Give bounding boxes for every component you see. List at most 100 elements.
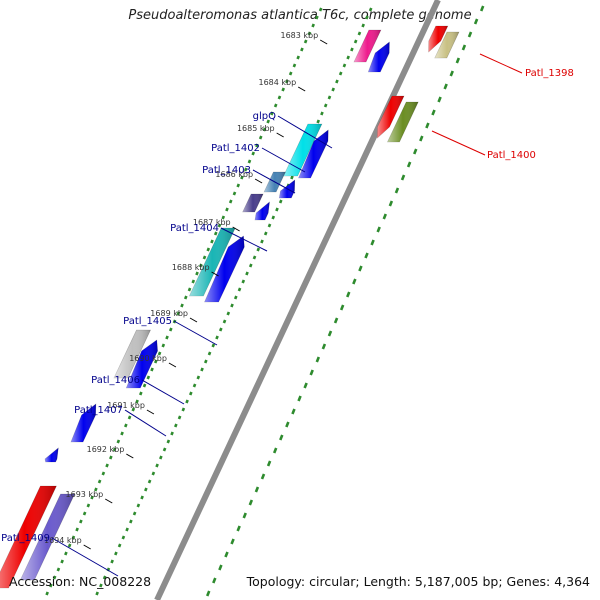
tick-dot bbox=[142, 383, 147, 388]
tick-dot bbox=[189, 391, 193, 396]
tick-dot bbox=[327, 95, 332, 100]
tick-dash bbox=[236, 525, 241, 532]
tick-dot bbox=[94, 487, 98, 492]
gene-block-shade bbox=[71, 404, 96, 442]
tick-dot bbox=[129, 519, 133, 524]
tick-dot bbox=[353, 39, 358, 44]
tick-dot bbox=[221, 215, 226, 220]
tick-dot bbox=[97, 479, 102, 484]
gene-label-leader bbox=[252, 169, 296, 194]
tick-dot bbox=[240, 175, 244, 180]
tick-dot bbox=[256, 247, 261, 252]
kbp-tick-leader bbox=[232, 226, 240, 232]
tick-dash bbox=[479, 5, 485, 12]
tick-dot bbox=[86, 503, 91, 508]
gene-block-shade bbox=[255, 202, 270, 220]
kbp-tick-label: 1692 kbp bbox=[87, 445, 125, 454]
gene-label-leader bbox=[431, 130, 486, 156]
kbp-tick-leader bbox=[126, 453, 134, 459]
tick-dot bbox=[218, 327, 223, 332]
gene-block-shade bbox=[20, 494, 75, 580]
tick-dot bbox=[228, 199, 233, 204]
kbp-tick-label: 1688 kbp bbox=[172, 263, 210, 272]
tick-dot bbox=[110, 559, 114, 564]
tick-dot bbox=[248, 263, 253, 268]
tick-dash bbox=[467, 31, 473, 38]
gene-label-patl_1405: Patl_1405 bbox=[123, 316, 172, 327]
tick-dot bbox=[222, 319, 227, 324]
kbp-tick-label: 1684 kbp bbox=[258, 78, 296, 87]
tick-dot bbox=[52, 575, 57, 580]
tick-dot bbox=[165, 335, 169, 340]
tick-dash bbox=[449, 70, 454, 77]
tick-dot bbox=[147, 479, 152, 484]
tick-dash bbox=[315, 356, 321, 363]
tick-dash bbox=[406, 161, 412, 168]
tick-dash bbox=[364, 252, 369, 259]
kbp-tick-label: 1683 kbp bbox=[281, 31, 319, 40]
tick-dash bbox=[272, 447, 278, 454]
tick-dot bbox=[361, 23, 365, 28]
tick-dot bbox=[230, 303, 234, 308]
tick-dash bbox=[303, 382, 308, 389]
tick-dash bbox=[358, 265, 363, 272]
tick-dash bbox=[266, 460, 272, 467]
tick-dot bbox=[270, 111, 274, 116]
tick-dot bbox=[290, 175, 294, 180]
tick-dot bbox=[144, 487, 148, 492]
tick-dot bbox=[315, 15, 319, 20]
tick-dot bbox=[206, 247, 211, 252]
tick-dot bbox=[181, 407, 186, 412]
gene-label-leader bbox=[277, 115, 333, 149]
tick-dash bbox=[425, 122, 430, 129]
tick-dot bbox=[117, 543, 122, 548]
tick-dash bbox=[297, 395, 302, 402]
tick-dot bbox=[168, 327, 173, 332]
tick-dot bbox=[192, 383, 197, 388]
tick-dot bbox=[82, 511, 87, 516]
tick-dot bbox=[198, 263, 203, 268]
tick-dot bbox=[226, 311, 231, 316]
tick-dot bbox=[203, 359, 208, 364]
tick-dot bbox=[116, 439, 121, 444]
tick-dot bbox=[365, 15, 369, 20]
tick-dot bbox=[124, 423, 128, 428]
tick-dot bbox=[323, 103, 328, 108]
gene-label-patl_1404: Patl_1404 bbox=[170, 223, 219, 234]
genome-summary-text: Topology: circular; Length: 5,187,005 bp… bbox=[246, 574, 590, 589]
gene-block-shade bbox=[126, 340, 158, 388]
tick-dot bbox=[207, 351, 212, 356]
kbp-tick-label: 1694 kbp bbox=[44, 536, 82, 545]
kbp-tick-leader bbox=[254, 178, 263, 184]
gene-label-leader bbox=[141, 379, 185, 405]
gene-label-leader bbox=[220, 227, 268, 252]
tick-dot bbox=[335, 79, 339, 84]
kbp-tick-leader bbox=[297, 86, 306, 92]
tick-dot bbox=[245, 271, 249, 276]
tick-dot bbox=[150, 367, 154, 372]
kbp-tick-leader bbox=[146, 409, 155, 415]
kbp-tick-leader bbox=[104, 498, 113, 504]
tick-dot bbox=[157, 351, 162, 356]
tick-dot bbox=[177, 415, 182, 420]
tick-dot bbox=[49, 583, 53, 588]
tick-dash bbox=[376, 226, 381, 233]
kbp-tick-leader bbox=[276, 132, 284, 138]
genes-layer bbox=[0, 25, 460, 589]
tick-dash bbox=[461, 44, 467, 51]
tick-dot bbox=[90, 495, 94, 500]
tick-dot bbox=[185, 399, 189, 404]
gene-label-patl_1400: Patl_1400 bbox=[487, 150, 536, 161]
tick-dot bbox=[350, 47, 354, 52]
tick-dot bbox=[75, 527, 79, 532]
tick-dot bbox=[67, 543, 72, 548]
tick-dot bbox=[121, 535, 126, 540]
tick-dot bbox=[311, 23, 315, 28]
tick-dot bbox=[195, 271, 199, 276]
tick-dash bbox=[394, 187, 400, 194]
tick-dash bbox=[242, 512, 247, 519]
gene-block-shade bbox=[434, 32, 459, 58]
tick-dash bbox=[321, 343, 327, 350]
tick-dash bbox=[443, 83, 448, 90]
tick-dot bbox=[217, 223, 222, 228]
